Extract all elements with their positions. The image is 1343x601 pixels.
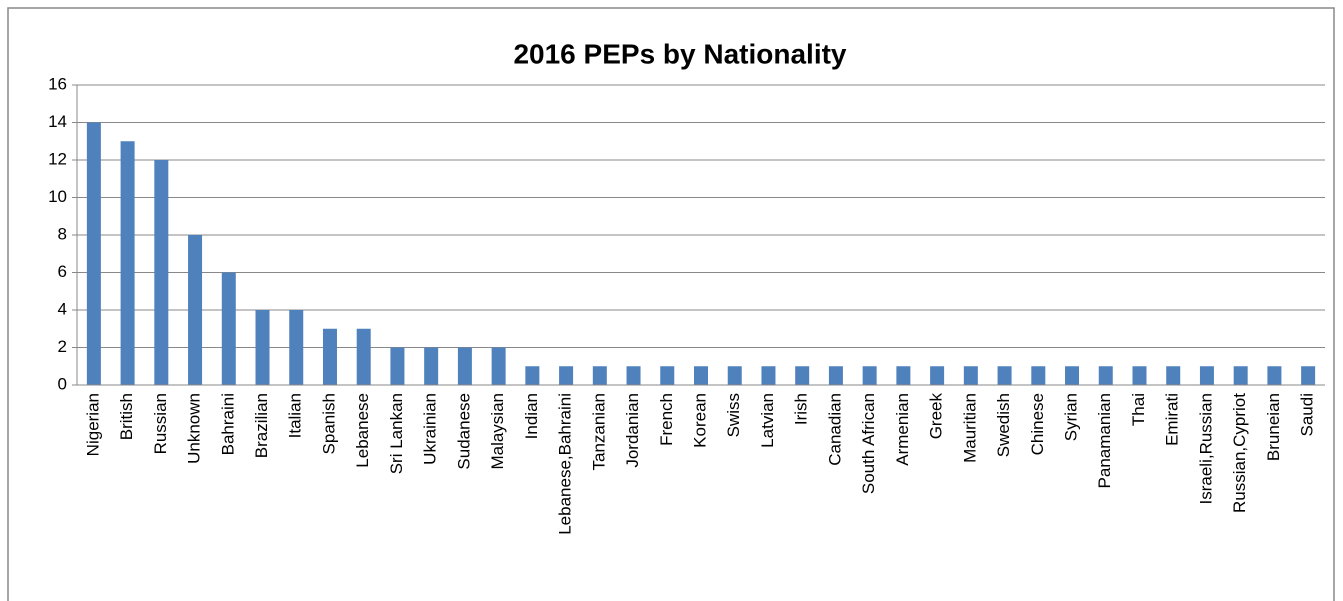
y-tick-label: 12 bbox=[48, 149, 67, 168]
x-tick-label: Brazilian bbox=[252, 393, 271, 458]
bar bbox=[491, 347, 506, 385]
y-tick-label: 14 bbox=[48, 112, 67, 131]
bar bbox=[322, 328, 337, 385]
x-tick-label: Spanish bbox=[319, 393, 338, 454]
y-tick-label: 10 bbox=[48, 187, 67, 206]
bar bbox=[86, 122, 101, 385]
x-tick-label: Korean bbox=[690, 393, 709, 448]
x-tick-label: Jordanian bbox=[623, 393, 642, 468]
bar bbox=[592, 366, 607, 385]
x-tick-label: Emirati bbox=[1163, 393, 1182, 446]
x-tick-label: Ukrainian bbox=[421, 393, 440, 465]
x-tick-label: Mauritian bbox=[960, 393, 979, 463]
bar bbox=[727, 366, 742, 385]
x-tick-label: Lebanese,Bahraini bbox=[556, 393, 575, 535]
bar bbox=[154, 160, 169, 385]
bar bbox=[1267, 366, 1282, 385]
bar bbox=[795, 366, 810, 385]
bar bbox=[188, 235, 203, 385]
x-tick-label: Bruneian bbox=[1264, 393, 1283, 461]
bar bbox=[896, 366, 911, 385]
x-tick-label: Latvian bbox=[758, 393, 777, 448]
bar bbox=[1166, 366, 1181, 385]
x-tick-label: Tanzanian bbox=[589, 393, 608, 471]
x-tick-label: Italian bbox=[286, 393, 305, 438]
x-tick-label: Bahraini bbox=[218, 393, 237, 455]
bar bbox=[626, 366, 641, 385]
chart-frame bbox=[7, 7, 1335, 601]
x-tick-label: Greek bbox=[927, 393, 946, 440]
x-tick-label: Chinese bbox=[1028, 393, 1047, 455]
bar bbox=[221, 272, 236, 385]
bar bbox=[559, 366, 574, 385]
x-tick-label: Canadian bbox=[825, 393, 844, 466]
x-tick-label: Israeli,Russian bbox=[1196, 393, 1215, 505]
bar bbox=[1065, 366, 1080, 385]
bar bbox=[963, 366, 978, 385]
bar bbox=[525, 366, 540, 385]
x-tick-label: Lebanese bbox=[353, 393, 372, 468]
y-tick-label: 16 bbox=[48, 74, 67, 93]
bar bbox=[424, 347, 439, 385]
x-tick-label: Russian,Cypriot bbox=[1230, 393, 1249, 513]
x-tick-label: Irish bbox=[792, 393, 811, 425]
bar bbox=[1098, 366, 1113, 385]
x-tick-label: Panamanian bbox=[1095, 393, 1114, 488]
x-tick-label: Russian bbox=[151, 393, 170, 454]
bar bbox=[1132, 366, 1147, 385]
x-tick-label: Sudanese bbox=[454, 393, 473, 470]
y-tick-label: 0 bbox=[58, 374, 67, 393]
y-tick-label: 6 bbox=[58, 262, 67, 281]
x-tick-label: Swedish bbox=[994, 393, 1013, 457]
bar bbox=[289, 310, 304, 385]
bar bbox=[1031, 366, 1046, 385]
bar bbox=[862, 366, 877, 385]
bar bbox=[356, 328, 371, 385]
x-tick-label: British bbox=[117, 393, 136, 440]
x-tick-label: Syrian bbox=[1062, 393, 1081, 441]
y-tick-label: 8 bbox=[58, 224, 67, 243]
x-tick-label: Nigerian bbox=[83, 393, 102, 456]
x-tick-label: Thai bbox=[1129, 393, 1148, 426]
bar bbox=[457, 347, 472, 385]
bar bbox=[660, 366, 675, 385]
bar bbox=[1199, 366, 1214, 385]
chart-title: 2016 PEPs by Nationality bbox=[513, 38, 846, 69]
x-tick-label: French bbox=[657, 393, 676, 446]
bar bbox=[828, 366, 843, 385]
x-tick-label: Malaysian bbox=[488, 393, 507, 470]
x-tick-label: Swiss bbox=[724, 393, 743, 437]
bar bbox=[255, 310, 270, 385]
bar bbox=[997, 366, 1012, 385]
x-tick-label: Saudi bbox=[1298, 393, 1317, 436]
bar bbox=[694, 366, 708, 385]
x-tick-label: Indian bbox=[522, 393, 541, 439]
y-tick-label: 4 bbox=[58, 299, 67, 318]
x-tick-label: South African bbox=[859, 393, 878, 494]
x-tick-label: Armenian bbox=[893, 393, 912, 466]
x-tick-label: Unknown bbox=[185, 393, 204, 464]
x-tick-label: Sri Lankan bbox=[387, 393, 406, 474]
bar bbox=[761, 366, 776, 385]
bar bbox=[120, 141, 135, 385]
bar bbox=[930, 366, 945, 385]
bar bbox=[1233, 366, 1248, 385]
bar bbox=[1301, 366, 1316, 385]
bar bbox=[390, 347, 405, 385]
y-tick-label: 2 bbox=[58, 337, 67, 356]
